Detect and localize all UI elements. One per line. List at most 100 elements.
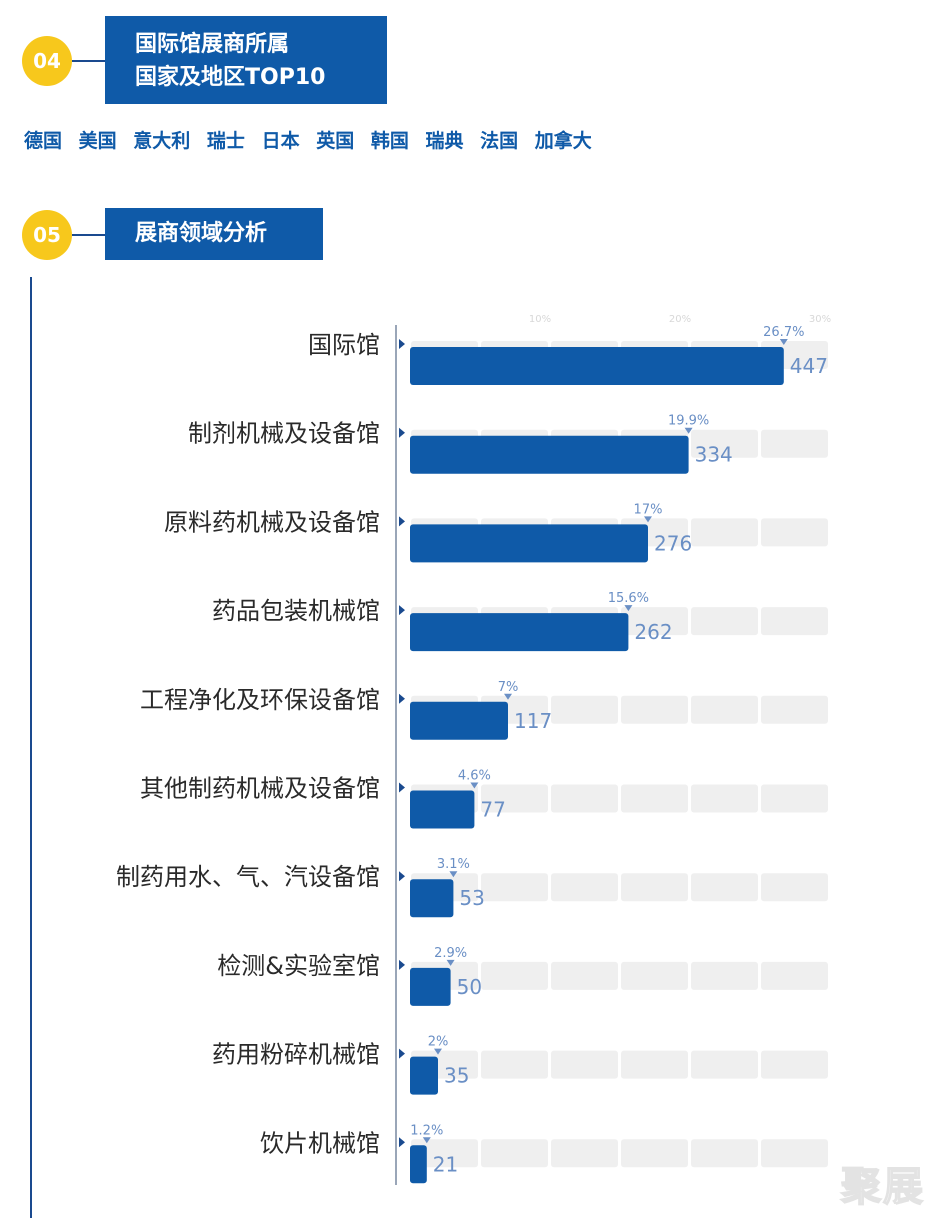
percent-label: 2.9% xyxy=(434,946,467,961)
country-item: 德国 xyxy=(24,130,63,152)
bar xyxy=(410,790,475,829)
percent-marker xyxy=(684,427,693,434)
axis-tick-label: 30% xyxy=(809,314,831,325)
grid-track-segment xyxy=(481,784,548,813)
percent-label: 4.6% xyxy=(458,769,491,784)
percent-marker xyxy=(446,959,455,966)
section-number-badge: 04 xyxy=(22,36,72,86)
grid-track-segment xyxy=(551,695,618,724)
percent-label: 3.1% xyxy=(437,857,470,872)
section-title-box: 展商领域分析 xyxy=(105,208,323,260)
percent-label: 15.6% xyxy=(608,591,649,606)
country-item: 意大利 xyxy=(133,130,191,152)
grid-track-segment xyxy=(761,607,828,636)
category-label: 原料药机械及设备馆 xyxy=(164,508,380,536)
grid-track-segment xyxy=(691,1050,758,1079)
grid-track-segment xyxy=(621,1050,688,1079)
grid-track-segment xyxy=(761,873,828,902)
grid-track-segment xyxy=(551,1139,618,1168)
grid-track-segment xyxy=(691,607,758,636)
percent-marker xyxy=(470,782,479,789)
grid-track-segment xyxy=(621,784,688,813)
value-label: 262 xyxy=(634,620,672,644)
grid-track-segment xyxy=(691,873,758,902)
category-arrow-marker xyxy=(399,516,405,527)
bar xyxy=(410,613,629,652)
grid-track-segment xyxy=(621,961,688,990)
grid-track-segment xyxy=(761,961,828,990)
category-arrow-marker xyxy=(399,782,405,793)
axis-tick-label: 20% xyxy=(669,314,691,325)
percent-label: 17% xyxy=(634,502,663,517)
value-label: 21 xyxy=(433,1152,458,1176)
bar xyxy=(410,1145,427,1184)
grid-track-segment xyxy=(411,1139,478,1168)
category-label: 制药用水、气、汽设备馆 xyxy=(116,863,380,891)
section-connector xyxy=(72,60,105,62)
grid-track-segment xyxy=(691,961,758,990)
category-arrow-marker xyxy=(399,871,405,882)
country-item: 瑞典 xyxy=(425,130,464,152)
category-arrow-marker xyxy=(399,1048,405,1059)
percent-label: 1.2% xyxy=(410,1123,443,1138)
percent-marker xyxy=(504,693,512,700)
grid-track-segment xyxy=(481,1050,548,1079)
percent-marker xyxy=(644,516,652,523)
grid-track-segment xyxy=(761,1139,828,1168)
percent-marker xyxy=(422,1137,431,1144)
value-label: 117 xyxy=(514,709,552,733)
grid-track-segment xyxy=(621,607,688,636)
category-arrow-marker xyxy=(399,339,405,349)
grid-track-segment xyxy=(481,961,548,990)
category-label: 工程净化及环保设备馆 xyxy=(140,686,380,714)
value-label: 35 xyxy=(444,1064,469,1088)
country-item: 美国 xyxy=(78,130,117,152)
value-label: 77 xyxy=(480,798,505,822)
grid-track-segment xyxy=(551,784,618,813)
grid-track-segment xyxy=(691,784,758,813)
grid-track-segment xyxy=(551,1050,618,1079)
section-connector xyxy=(72,234,105,236)
section-number-badge: 05 xyxy=(22,210,72,260)
category-arrow-marker xyxy=(399,1137,405,1148)
value-label: 53 xyxy=(459,886,484,910)
watermark-logo: 聚展 xyxy=(840,1163,925,1211)
section-title-box: 国际馆展商所属 国家及地区TOP10 xyxy=(105,16,387,104)
section-title-line-2: 国家及地区TOP10 xyxy=(135,65,326,90)
category-label: 国际馆 xyxy=(308,331,380,359)
country-item: 韩国 xyxy=(370,130,409,152)
category-label: 饮片机械馆 xyxy=(260,1129,380,1157)
category-arrow-marker xyxy=(399,693,405,704)
bar xyxy=(410,524,648,563)
category-label: 制剂机械及设备馆 xyxy=(188,420,380,448)
category-label: 药品包装机械馆 xyxy=(212,597,380,625)
grid-track-segment xyxy=(481,1139,548,1168)
percent-label: 7% xyxy=(498,680,519,695)
grid-track-segment xyxy=(621,873,688,902)
value-label: 334 xyxy=(695,443,733,467)
axis-tick-label: 10% xyxy=(529,314,551,325)
bar xyxy=(410,1056,438,1095)
grid-track-segment xyxy=(691,695,758,724)
grid-track-segment xyxy=(621,1139,688,1168)
grid-track-segment xyxy=(761,429,828,458)
category-label: 检测&实验室馆 xyxy=(217,952,380,980)
grid-track-segment xyxy=(761,695,828,724)
category-label: 药用粉碎机械馆 xyxy=(212,1041,380,1069)
percent-label: 26.7% xyxy=(763,325,804,340)
grid-track-segment xyxy=(761,784,828,813)
bar xyxy=(410,435,689,474)
grid-track-segment xyxy=(761,518,828,547)
country-item: 法国 xyxy=(480,130,519,152)
section-title-line-1: 国际馆展商所属 xyxy=(135,32,290,57)
country-item: 日本 xyxy=(261,130,300,152)
percent-marker xyxy=(779,339,788,345)
percent-label: 2% xyxy=(428,1035,449,1050)
country-item: 英国 xyxy=(316,130,355,152)
bar xyxy=(410,967,451,1006)
percent-marker xyxy=(434,1048,442,1055)
grid-track-segment xyxy=(691,518,758,547)
category-arrow-marker xyxy=(399,605,405,616)
value-label: 447 xyxy=(790,354,828,378)
